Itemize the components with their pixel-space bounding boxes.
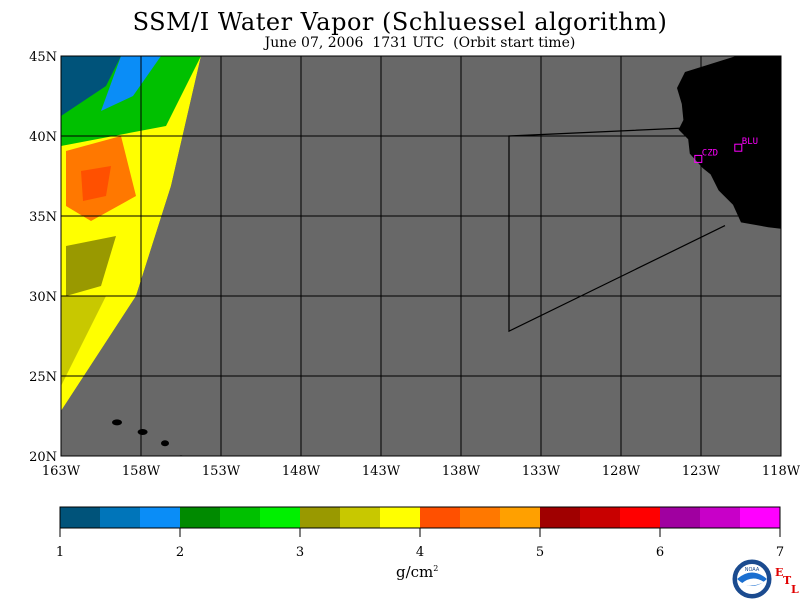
plot-area: [61, 56, 781, 456]
lat-label: 25N: [29, 370, 57, 385]
colorbar-tick-label: 3: [295, 545, 305, 560]
colorbar-swatch: [740, 507, 781, 528]
lat-label: 20N: [29, 450, 57, 465]
colorbar: [59, 506, 781, 537]
swath-band-olive: [66, 236, 116, 296]
lon-label: 143W: [362, 464, 401, 479]
hawaii-island: [161, 440, 169, 447]
colorbar-swatch: [580, 507, 621, 528]
svg-text:NOAA: NOAA: [745, 567, 760, 573]
colorbar-swatch: [140, 507, 181, 528]
colorbar-swatch: [300, 507, 341, 528]
swath-band-blue: [101, 56, 161, 111]
lon-label: 128W: [602, 464, 641, 479]
colorbar-tick-label: 6: [655, 545, 665, 560]
hawaii-island: [112, 419, 122, 426]
colorbar-swatch: [660, 507, 701, 528]
lon-label: 148W: [282, 464, 321, 479]
colorbar-tick-label: 7: [775, 545, 785, 560]
lon-label: 133W: [522, 464, 561, 479]
lon-label: 153W: [202, 464, 241, 479]
lon-label: 123W: [682, 464, 721, 479]
colorbar-swatch: [700, 507, 741, 528]
map-subtitle: June 07, 2006 1731 UTC (Orbit start time…: [264, 35, 576, 51]
lat-label: 35N: [29, 210, 57, 225]
colorbar-swatch: [380, 507, 421, 528]
lat-label: 40N: [29, 130, 57, 145]
lat-label: 45N: [29, 50, 57, 65]
colorbar-tick-label: 2: [175, 545, 185, 560]
noaa-logo: NOAA: [731, 558, 773, 600]
colorbar-units: g/cm2: [396, 563, 439, 581]
colorbar-swatch: [180, 507, 221, 528]
etl-letter-l: L: [791, 583, 799, 596]
colorbar-swatch: [260, 507, 301, 528]
hawaii-island: [137, 429, 148, 435]
station-label: BLU: [742, 137, 758, 147]
no-data-region: [61, 56, 781, 456]
colorbar-swatch: [460, 507, 501, 528]
swath-band-red-orange: [81, 166, 111, 201]
lon-label: 163W: [42, 464, 81, 479]
lon-label: 138W: [442, 464, 481, 479]
station-marker: [734, 143, 743, 152]
plot-frame: [60, 55, 782, 457]
colorbar-swatch: [620, 507, 661, 528]
colorbar-swatch: [60, 507, 101, 528]
colorbar-swatch: [100, 507, 141, 528]
colorbar-tick-label: 1: [55, 545, 65, 560]
colorbar-swatch: [500, 507, 541, 528]
lat-label: 30N: [29, 290, 57, 305]
colorbar-swatch: [540, 507, 581, 528]
station-label: CZD: [702, 148, 718, 158]
station-marker: [694, 154, 703, 163]
north-america-coast: [677, 56, 781, 229]
lon-label: 118W: [762, 464, 800, 479]
swath-band-yellow-olive: [61, 296, 106, 386]
map-title: SSM/I Water Vapor (Schluessel algorithm): [132, 8, 668, 36]
colorbar-tick-label: 5: [535, 545, 545, 560]
etl-letter-t: T: [783, 574, 792, 587]
region-outline: [508, 127, 726, 333]
etl-letter-e: E: [775, 566, 784, 579]
colorbar-tick-label: 4: [415, 545, 425, 560]
colorbar-swatch: [340, 507, 381, 528]
swath-band-dry: [61, 56, 121, 116]
lon-label: 158W: [122, 464, 161, 479]
colorbar-swatch: [420, 507, 461, 528]
colorbar-swatch: [220, 507, 261, 528]
